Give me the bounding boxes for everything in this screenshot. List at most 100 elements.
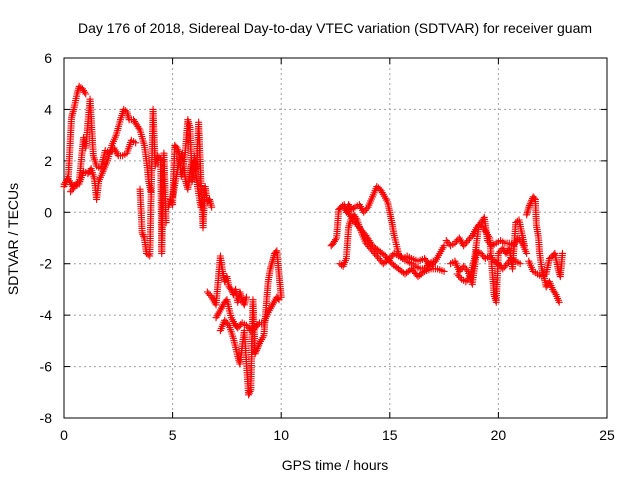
data-point <box>525 203 533 211</box>
data-point <box>467 233 475 241</box>
data-point <box>242 321 250 329</box>
data-point <box>106 149 114 157</box>
data-point <box>464 237 472 245</box>
data-point <box>551 289 559 297</box>
data-point <box>173 144 181 152</box>
data-point <box>253 346 261 354</box>
data-point <box>349 204 357 212</box>
data-point <box>246 387 254 395</box>
data-point <box>444 238 452 246</box>
x-tick-label: 10 <box>273 427 289 443</box>
y-tick-label: 6 <box>44 50 52 66</box>
data-point <box>478 251 486 259</box>
x-tick-label: 20 <box>491 427 507 443</box>
y-tick-label: -8 <box>40 410 53 426</box>
data-point <box>530 194 538 202</box>
data-point <box>463 276 471 284</box>
data-point <box>245 389 253 397</box>
y-tick-label: 0 <box>44 204 52 220</box>
y-tick-label: -6 <box>40 359 53 375</box>
data-point <box>277 293 285 301</box>
plot-area-frame <box>63 57 608 419</box>
data-point <box>502 261 510 269</box>
data-point <box>363 205 371 213</box>
chart-title: Day 176 of 2018, Sidereal Day-to-day VTE… <box>78 20 592 36</box>
data-point <box>372 251 380 259</box>
data-point <box>205 290 213 298</box>
data-point <box>144 251 152 259</box>
data-point <box>442 237 450 245</box>
data-point <box>429 261 437 269</box>
data-point <box>375 255 383 263</box>
data-point <box>456 273 464 281</box>
data-points <box>60 82 566 399</box>
x-tick-label: 0 <box>60 427 68 443</box>
data-point <box>477 249 485 257</box>
data-point <box>523 249 531 257</box>
data-point <box>254 321 262 329</box>
data-point <box>360 208 368 216</box>
data-point <box>462 278 470 286</box>
data-point <box>132 139 140 147</box>
data-point <box>222 318 230 326</box>
data-point <box>253 345 261 353</box>
data-point <box>465 235 473 243</box>
y-tick-label: -4 <box>40 307 53 323</box>
data-point <box>494 249 502 257</box>
data-point <box>440 267 448 275</box>
data-point <box>138 229 146 237</box>
data-point <box>81 88 89 96</box>
axis-ticks: 0 5 10 15 20 25 -8 -6 -4 -2 0 2 4 6 <box>40 50 615 443</box>
data-point <box>234 324 242 332</box>
data-point <box>453 270 461 278</box>
data-point <box>526 201 534 209</box>
data-point <box>60 180 68 188</box>
data-point <box>162 219 170 227</box>
data-point <box>203 288 211 296</box>
data-point <box>371 249 379 257</box>
data-point <box>430 259 438 267</box>
data-point <box>373 253 381 261</box>
data-point <box>274 294 282 302</box>
y-tick-label: -2 <box>40 256 53 272</box>
data-point <box>440 242 448 250</box>
data-point <box>485 232 493 240</box>
data-point <box>140 232 148 240</box>
data-point <box>332 236 339 244</box>
data-point <box>455 272 463 280</box>
data-point <box>255 341 263 349</box>
data-point <box>67 188 75 196</box>
x-tick-label: 15 <box>382 427 398 443</box>
data-point <box>206 291 214 299</box>
data-point <box>174 146 182 154</box>
data-point <box>197 203 205 211</box>
x-tick-label: 25 <box>599 427 615 443</box>
y-tick-label: 2 <box>44 153 52 169</box>
data-point <box>463 238 471 246</box>
data-point <box>82 90 90 98</box>
data-point <box>69 184 77 192</box>
data-point <box>361 207 369 215</box>
data-point <box>252 348 260 356</box>
data-point <box>465 274 473 282</box>
data-point <box>139 231 147 239</box>
data-point <box>244 323 252 331</box>
data-point <box>500 263 508 271</box>
data-point <box>174 147 182 155</box>
x-axis-label: GPS time / hours <box>282 457 389 473</box>
data-point <box>503 260 511 268</box>
data-point <box>555 298 563 306</box>
data-point <box>208 203 216 211</box>
data-point <box>378 189 386 197</box>
data-point <box>460 262 468 270</box>
data-point <box>461 264 469 272</box>
data-point <box>461 240 469 248</box>
data-point <box>254 343 262 351</box>
data-point <box>251 350 259 358</box>
data-point <box>558 249 566 257</box>
data-point <box>224 320 232 328</box>
data-point <box>242 293 250 301</box>
data-point <box>167 197 175 205</box>
data-point <box>376 256 384 264</box>
